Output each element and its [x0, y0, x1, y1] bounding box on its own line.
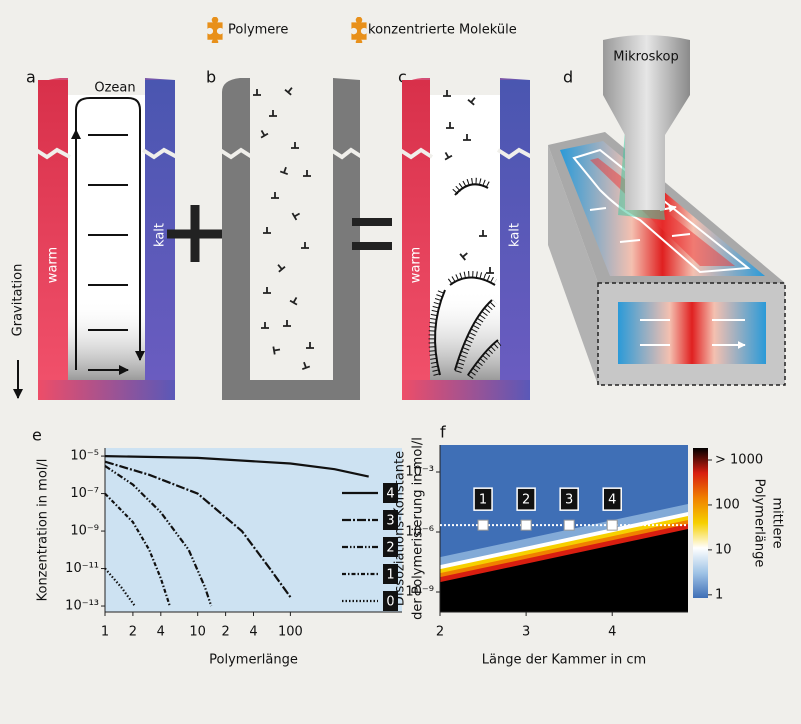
cold-label: kalt [153, 223, 168, 247]
charts: 1 2 4 10 2 4 100 10⁻⁵ 10⁻⁷ 10⁻⁹ 10⁻¹¹ 10⁻¹³ Polymerl… [32, 423, 785, 668]
x-tick-label: 100 [278, 625, 303, 640]
x-tick-label: 2 [436, 625, 444, 640]
panel-d: d Mikroskop [548, 35, 785, 385]
x-axis-label: Länge der Kammer in cm [482, 653, 646, 668]
x-tick-label: 2 [129, 625, 137, 640]
y-axis-label: Dissoziations-Konstante [393, 451, 408, 606]
molecule-icon [351, 17, 366, 46]
panel-b: b [206, 68, 362, 401]
point-label: 4 [608, 493, 616, 508]
panel-label: f [440, 423, 446, 442]
point-label: 1 [479, 493, 487, 508]
warm-label: warm [409, 247, 424, 283]
colorbar-label: mittlere [770, 497, 785, 548]
y-axis-label: Konzentration in mol/l [36, 459, 51, 602]
point [478, 520, 488, 530]
panel-label: d [563, 68, 573, 87]
warm-wall [402, 80, 430, 380]
heatmap [440, 445, 688, 652]
point-label: 2 [522, 493, 530, 508]
panel-label: e [32, 426, 42, 445]
polymer-icon [207, 17, 222, 46]
y-axis-label: der Polymerisierung in mol/l [411, 437, 426, 620]
microscope-label: Mikroskop [613, 50, 678, 65]
colorbar-tick-label: > 1000 [715, 453, 763, 468]
x-tick-label: 1 [101, 625, 109, 640]
colorbar-tick-label: 100 [715, 497, 740, 512]
cold-label: kalt [508, 223, 523, 247]
page: {"legend": {"items": ["Polymere", "konze… [0, 0, 801, 724]
point-label: 3 [565, 493, 573, 508]
panel-a: a Ozean warm kalt Gravitation [11, 68, 178, 401]
legend-item: konzentrierte Moleküle [368, 23, 517, 38]
cross-section [618, 302, 766, 364]
point [521, 520, 531, 530]
sediment-shade [68, 300, 145, 380]
colorbar-tick-label: 1 [715, 587, 723, 602]
x-axis-label: Polymerlänge [209, 653, 298, 668]
y-tick-label: 10⁻⁹ [70, 524, 99, 539]
gravity-label: Gravitation [11, 264, 26, 337]
ocean-label: Ozean [94, 81, 135, 96]
colorbar-label: Polymerlänge [752, 479, 767, 568]
warm-wall [38, 80, 68, 380]
y-tick-label: 10⁻¹³ [65, 599, 99, 614]
y-tick-label: 10⁻¹¹ [65, 561, 99, 576]
colorbar-tick-label: 10 [715, 542, 732, 557]
figure: Polymere konzentrierte Moleküle a Ozean … [0, 0, 801, 724]
x-tick-label: 2 [221, 625, 229, 640]
x-tick-label: 10 [189, 625, 206, 640]
chart-e: 1 2 4 10 2 4 100 10⁻⁵ 10⁻⁷ 10⁻⁹ 10⁻¹¹ 10⁻¹³ Polymerl… [32, 426, 402, 668]
plus-sign [167, 205, 223, 262]
panel-c: c warm kalt [398, 68, 532, 401]
x-tick-label: 4 [249, 625, 257, 640]
x-tick-label: 3 [522, 625, 530, 640]
plot-background [105, 448, 402, 612]
y-tick-label: 10⁻⁵ [70, 449, 99, 464]
point [564, 520, 574, 530]
panel-label: a [26, 68, 36, 87]
tube [222, 78, 360, 400]
warm-label: warm [46, 247, 61, 283]
x-tick-label: 4 [608, 625, 616, 640]
point [607, 520, 617, 530]
y-tick-label: 10⁻⁷ [70, 486, 99, 501]
x-tick-label: 4 [157, 625, 165, 640]
legend-item: Polymere [228, 23, 288, 38]
colorbar [693, 448, 708, 598]
panel-label: b [206, 68, 216, 87]
monomers [253, 85, 314, 369]
